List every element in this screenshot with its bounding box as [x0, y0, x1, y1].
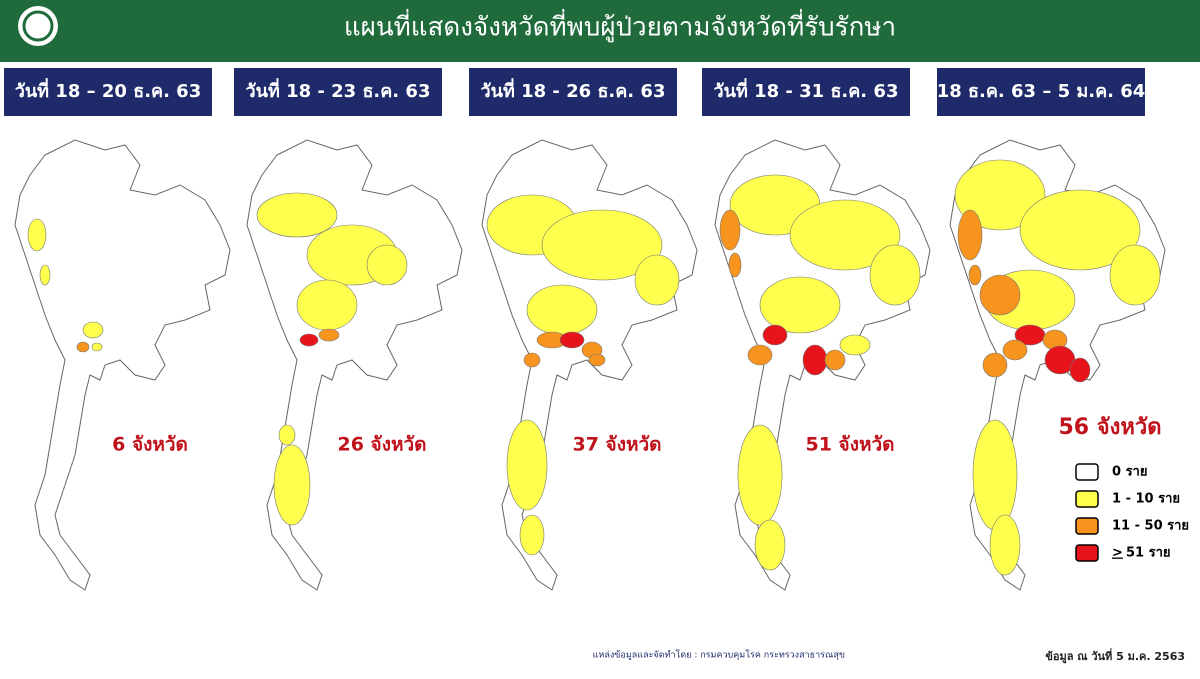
province-area — [839, 334, 871, 356]
province-area — [541, 209, 663, 281]
panel: 18 ธ.ค. 63 – 5 ม.ค. 64 56 จังหวัด — [937, 68, 1166, 591]
panel: วันที่ 18 – 20 ธ.ค. 63 6 จังหวัด — [4, 68, 231, 591]
legend-swatch — [1075, 517, 1099, 535]
province-area — [299, 333, 319, 347]
province-area — [82, 321, 104, 339]
province-area — [762, 324, 788, 346]
province-count: 37 จังหวัด — [573, 434, 662, 456]
province-area — [39, 264, 51, 286]
legend-swatch — [1075, 463, 1099, 481]
province-area — [759, 276, 841, 334]
panel: วันที่ 18 - 26 ธ.ค. 63 37 จังหวัด — [469, 68, 698, 591]
province-area — [588, 353, 606, 367]
province-area — [737, 424, 783, 526]
province-area — [754, 519, 786, 571]
map — [14, 139, 231, 591]
province-area — [1069, 357, 1091, 383]
province-area — [526, 284, 598, 336]
date-box — [937, 68, 1145, 116]
date-box — [702, 68, 910, 116]
province-area — [954, 159, 1046, 231]
date-label: วันที่ 18 - 31 ธ.ค. 63 — [714, 78, 899, 102]
province-count: 26 จังหวัด — [338, 434, 427, 456]
logo-ring — [22, 10, 54, 42]
date-label: วันที่ 18 – 20 ธ.ค. 63 — [15, 78, 201, 102]
map — [949, 139, 1166, 591]
province-area — [519, 514, 545, 556]
province-area — [982, 352, 1008, 378]
date-box — [469, 68, 677, 116]
map — [246, 139, 463, 591]
province-area — [27, 218, 47, 252]
date-label: วันที่ 18 - 23 ธ.ค. 63 — [246, 78, 431, 102]
province-area — [789, 199, 901, 271]
panel: วันที่ 18 - 23 ธ.ค. 63 26 จังหวัด — [234, 68, 463, 591]
province-area — [824, 349, 846, 371]
title: แผนที่แสดงจังหวัดที่พบผู้ป่วยตามจังหวัดท… — [344, 9, 896, 43]
province-area — [719, 209, 741, 251]
map — [714, 139, 931, 591]
province-area — [1019, 189, 1141, 271]
province-area — [91, 342, 103, 352]
province-area — [989, 514, 1021, 576]
province-count: 56 จังหวัด — [1058, 415, 1161, 440]
header-bar — [0, 0, 1200, 62]
province-area — [559, 331, 585, 349]
province-area — [957, 209, 983, 261]
province-area — [979, 274, 1021, 316]
province-area — [802, 344, 828, 376]
province-area — [296, 279, 358, 331]
province-area — [506, 419, 548, 511]
legend-label: 11 - 50 ราย — [1112, 519, 1189, 534]
province-count: 6 จังหวัด — [112, 434, 188, 456]
province-area — [1002, 339, 1028, 361]
date-label: วันที่ 18 - 26 ธ.ค. 63 — [481, 78, 666, 102]
date-box — [4, 68, 212, 116]
province-area — [366, 244, 408, 286]
map — [481, 139, 698, 591]
data-date: ข้อมูล ณ วันที่ 5 ม.ค. 2563 — [1045, 648, 1185, 664]
country-outline — [14, 139, 231, 591]
legend-label: 51 ราย — [1126, 546, 1171, 561]
province-area — [869, 244, 921, 306]
province-area — [634, 254, 680, 306]
province-area — [76, 341, 90, 353]
province-area — [968, 264, 982, 286]
date-label: 18 ธ.ค. 63 – 5 ม.ค. 64 — [937, 81, 1146, 102]
legend-label: 1 - 10 ราย — [1112, 492, 1180, 507]
province-count: 51 จังหวัด — [806, 434, 895, 456]
province-area — [318, 328, 340, 342]
country-outline — [246, 139, 463, 591]
province-area — [273, 444, 311, 526]
province-area — [278, 424, 296, 446]
province-area — [747, 344, 773, 366]
panels: วันที่ 18 – 20 ธ.ค. 636 จังหวัดวันที่ 18… — [4, 68, 1166, 591]
legend-prefix: > — [1112, 546, 1123, 561]
source-note: แหล่งข้อมูลและจัดทำโดย : กรมควบคุมโรค กร… — [593, 650, 845, 661]
province-area — [728, 252, 742, 278]
date-box — [234, 68, 442, 116]
province-area — [523, 352, 541, 368]
panel: วันที่ 18 - 31 ธ.ค. 63 51 จังหวัด — [702, 68, 931, 591]
province-area — [972, 419, 1018, 531]
legend-swatch — [1075, 490, 1099, 508]
province-area — [1109, 244, 1161, 306]
legend: 0 ราย 1 - 10 ราย 11 - 50 ราย > 51 ราย — [1075, 463, 1189, 562]
legend-swatch — [1075, 544, 1099, 562]
legend-label: 0 ราย — [1112, 465, 1147, 480]
province-area — [256, 192, 338, 238]
